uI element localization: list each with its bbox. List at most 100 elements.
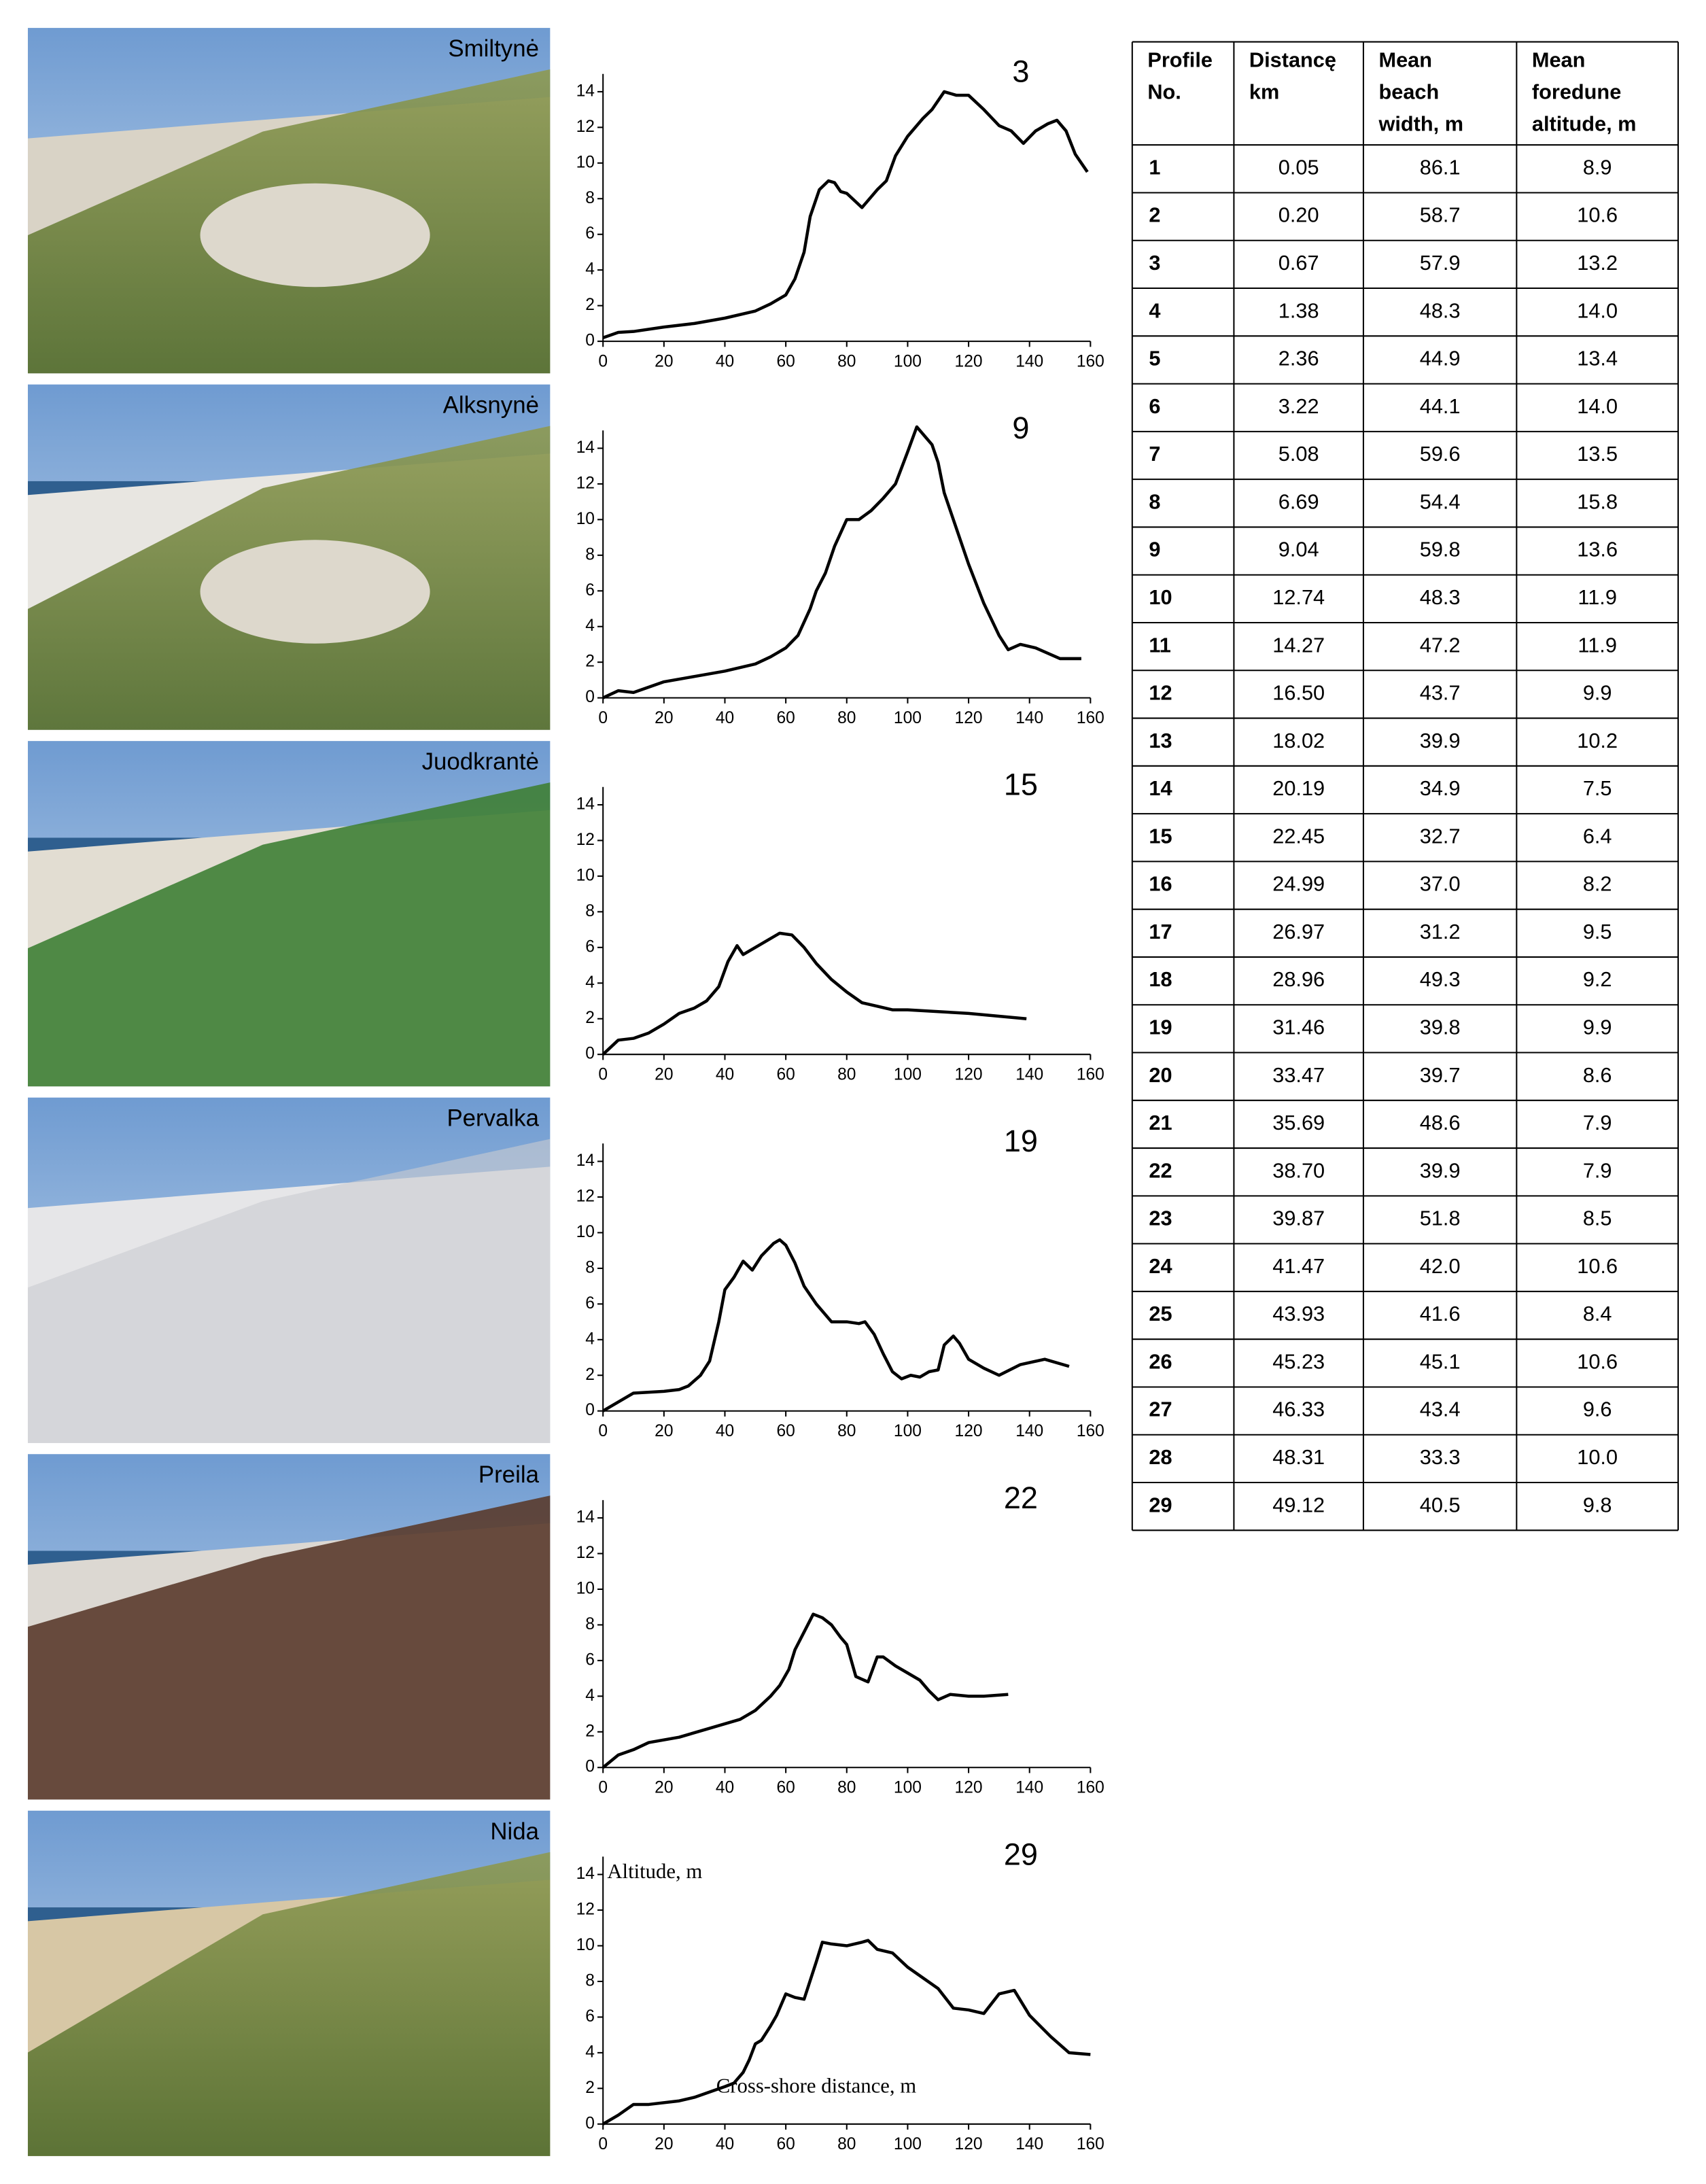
y-tick-label: 8	[585, 1971, 595, 1990]
table-cell: 86.1	[1420, 155, 1461, 179]
x-tick-label: 40	[716, 2135, 734, 2153]
table-cell: 10.2	[1577, 729, 1618, 752]
table-cell: 25	[1149, 1302, 1172, 1325]
x-tick-label: 160	[1077, 1422, 1104, 1440]
y-tick-label: 4	[585, 617, 595, 635]
x-tick-label: 160	[1077, 1065, 1104, 1084]
x-tick-label: 140	[1015, 709, 1043, 727]
x-tick-label: 100	[894, 709, 922, 727]
photo	[27, 741, 551, 1087]
table-cell: 7.9	[1583, 1158, 1612, 1182]
table-cell: 39.87	[1272, 1207, 1325, 1230]
table-cell: 16.50	[1272, 681, 1325, 705]
table-cell: 47.2	[1420, 633, 1461, 657]
chart-title: 15	[1004, 767, 1038, 802]
y-tick-label: 6	[585, 1294, 595, 1313]
table-cell: 38.70	[1272, 1158, 1325, 1182]
table-cell: 3	[1149, 251, 1160, 275]
photo-label: Alksnynė	[443, 392, 539, 419]
table-cell: 11.9	[1578, 633, 1617, 657]
table-cell: 22	[1149, 1158, 1172, 1182]
table-cell: 49.3	[1420, 967, 1461, 991]
table-cell: 51.8	[1420, 1207, 1461, 1230]
profile-line	[602, 1238, 1070, 1412]
y-tick-label: 14	[576, 438, 595, 457]
table-cell: 45.1	[1420, 1349, 1461, 1373]
table-cell: 16	[1149, 872, 1172, 896]
table-cell: 37.0	[1420, 872, 1461, 896]
y-tick-label: 12	[576, 831, 595, 849]
table-cell: 13.6	[1577, 538, 1618, 561]
table-cell: 48.6	[1420, 1111, 1461, 1134]
y-tick-label: 2	[585, 653, 595, 671]
profile-line	[602, 1939, 1091, 2126]
table-header: beach	[1378, 80, 1439, 104]
table-cell: 21	[1149, 1111, 1172, 1134]
table-cell: 28.96	[1272, 967, 1325, 991]
x-tick-label: 140	[1015, 352, 1043, 370]
y-tick-label: 12	[576, 1544, 595, 1562]
table-cell: 46.33	[1272, 1398, 1325, 1421]
profile-line	[602, 1612, 1009, 1769]
table-cell: 40.5	[1420, 1493, 1461, 1516]
table-cell: 44.9	[1420, 347, 1461, 370]
table-cell: 59.6	[1420, 442, 1461, 466]
x-tick-label: 160	[1077, 2135, 1104, 2153]
table-header: Profile	[1147, 48, 1213, 71]
x-tick-label: 80	[837, 1065, 856, 1084]
y-tick-label: 14	[576, 1151, 595, 1170]
x-tick-label: 60	[776, 1778, 795, 1797]
y-tick-label: 14	[576, 1508, 595, 1527]
photo-label: Juodkrantė	[422, 748, 539, 775]
y-tick-label: 12	[576, 474, 595, 492]
table-cell: 14.0	[1577, 298, 1618, 322]
photo	[27, 1810, 551, 2156]
y-tick-label: 6	[585, 2007, 595, 2026]
table-header: width, m	[1378, 112, 1463, 136]
photo	[27, 28, 551, 374]
table-header: Mean	[1378, 48, 1432, 71]
table-cell: 39.7	[1420, 1063, 1461, 1087]
y-tick-label: 14	[576, 82, 595, 100]
table-cell: 8.2	[1583, 872, 1612, 896]
x-tick-label: 120	[955, 1065, 983, 1084]
x-tick-label: 0	[598, 1778, 608, 1797]
table-cell: 43.7	[1420, 681, 1461, 705]
table-cell: 23	[1149, 1207, 1172, 1230]
x-tick-label: 40	[716, 1778, 734, 1797]
y-axis-label: Altitude, m	[607, 1860, 702, 1883]
table-cell: 8	[1149, 489, 1160, 513]
photo	[27, 1097, 551, 1443]
x-tick-label: 60	[776, 1422, 795, 1440]
y-tick-label: 4	[585, 2043, 595, 2061]
y-tick-label: 10	[576, 1223, 595, 1241]
x-tick-label: 0	[598, 709, 608, 727]
table-header: km	[1249, 80, 1279, 104]
x-tick-label: 160	[1077, 1778, 1104, 1797]
y-tick-label: 0	[585, 332, 595, 350]
x-tick-label: 140	[1015, 1065, 1043, 1084]
y-tick-label: 4	[585, 260, 595, 279]
table-cell: 1	[1149, 155, 1160, 179]
table-cell: 8.4	[1583, 1302, 1612, 1325]
table-cell: 39.8	[1420, 1015, 1461, 1039]
table-cell: 48.3	[1420, 585, 1461, 609]
y-tick-label: 10	[576, 1579, 595, 1597]
table-cell: 20.19	[1272, 776, 1325, 800]
table-cell: 11	[1149, 633, 1170, 657]
table-cell: 10.6	[1577, 1254, 1618, 1278]
table-cell: 39.9	[1420, 1158, 1461, 1182]
table-cell: 26.97	[1272, 920, 1325, 943]
x-tick-label: 120	[955, 709, 983, 727]
profile-line	[602, 931, 1027, 1056]
photo-label: Smiltynė	[448, 35, 539, 62]
table-cell: 9.04	[1278, 538, 1319, 561]
x-tick-label: 0	[598, 1422, 608, 1440]
table-cell: 35.69	[1272, 1111, 1325, 1134]
x-tick-label: 0	[598, 1065, 608, 1084]
y-tick-label: 12	[576, 1901, 595, 1919]
data-table: Profile No. Distancę km Mean beach width, m Mea…	[1131, 41, 1679, 1531]
table-cell: 1.38	[1278, 298, 1319, 322]
x-axis-label: Cross-shore distance, m	[716, 2075, 916, 2098]
